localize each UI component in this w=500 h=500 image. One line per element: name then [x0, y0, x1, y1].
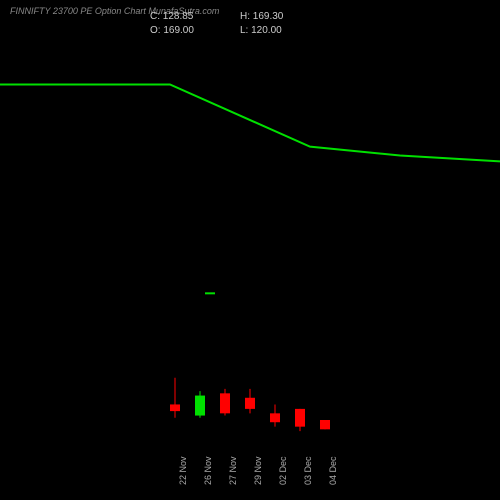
candle-body	[195, 396, 205, 416]
x-axis-label: 02 Dec	[278, 456, 288, 485]
x-axis-label: 04 Dec	[328, 456, 338, 485]
line-series	[0, 84, 500, 161]
x-axis-label: 03 Dec	[303, 456, 313, 485]
x-axis-label: 27 Nov	[228, 456, 238, 485]
x-axis-label: 26 Nov	[203, 456, 213, 485]
candle-body	[320, 420, 330, 429]
chart-svg	[0, 0, 500, 500]
candle-body	[170, 404, 180, 411]
candle-body	[295, 409, 305, 427]
x-axis-label: 22 Nov	[178, 456, 188, 485]
candle-body	[220, 393, 230, 413]
x-axis-label: 29 Nov	[253, 456, 263, 485]
candle-body	[245, 398, 255, 409]
candle-body	[270, 413, 280, 422]
